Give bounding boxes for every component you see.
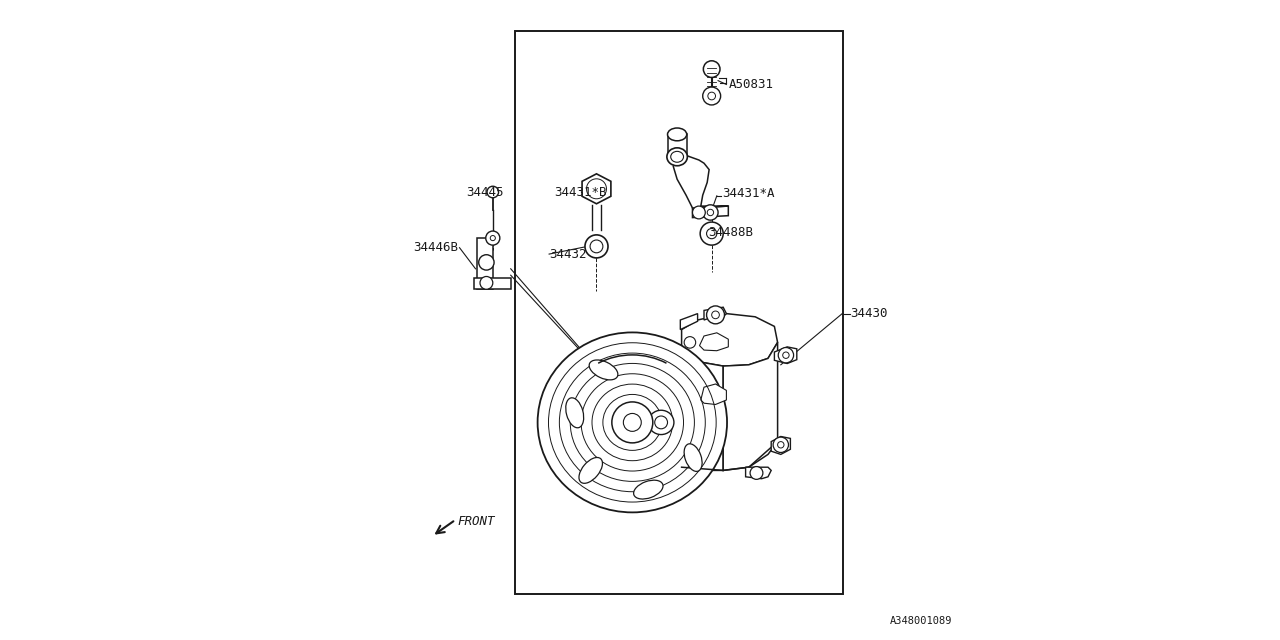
Polygon shape bbox=[723, 342, 777, 470]
Polygon shape bbox=[681, 352, 723, 470]
Circle shape bbox=[590, 240, 603, 253]
Text: 34432: 34432 bbox=[549, 248, 586, 260]
Text: 34431*A: 34431*A bbox=[722, 187, 774, 200]
Text: 34488B: 34488B bbox=[709, 226, 754, 239]
Circle shape bbox=[708, 92, 716, 100]
Circle shape bbox=[480, 276, 493, 289]
Polygon shape bbox=[745, 467, 771, 479]
Polygon shape bbox=[774, 347, 796, 364]
Circle shape bbox=[490, 236, 495, 241]
Polygon shape bbox=[704, 307, 727, 320]
Text: 34446B: 34446B bbox=[412, 241, 458, 254]
Circle shape bbox=[778, 348, 794, 363]
Text: A50831: A50831 bbox=[728, 78, 773, 91]
Ellipse shape bbox=[634, 480, 663, 499]
Circle shape bbox=[777, 442, 783, 448]
Ellipse shape bbox=[684, 444, 703, 472]
Ellipse shape bbox=[667, 148, 687, 166]
Circle shape bbox=[486, 231, 500, 245]
Ellipse shape bbox=[671, 152, 684, 163]
Circle shape bbox=[703, 87, 721, 105]
Polygon shape bbox=[681, 314, 777, 366]
Ellipse shape bbox=[668, 128, 687, 141]
Circle shape bbox=[712, 311, 719, 319]
Circle shape bbox=[684, 337, 696, 348]
Polygon shape bbox=[673, 154, 728, 208]
Bar bbox=[474, 278, 511, 289]
Ellipse shape bbox=[589, 360, 618, 380]
Circle shape bbox=[479, 255, 494, 270]
Ellipse shape bbox=[538, 332, 727, 513]
Text: 34431*B: 34431*B bbox=[554, 186, 607, 198]
Polygon shape bbox=[771, 436, 791, 454]
Ellipse shape bbox=[566, 398, 584, 428]
Circle shape bbox=[707, 228, 717, 239]
Polygon shape bbox=[582, 174, 611, 204]
Circle shape bbox=[612, 402, 653, 443]
Text: A348001089: A348001089 bbox=[890, 616, 952, 626]
Circle shape bbox=[782, 352, 788, 358]
Bar bbox=[477, 238, 493, 289]
Circle shape bbox=[707, 209, 714, 216]
Text: 34430: 34430 bbox=[850, 307, 887, 320]
Circle shape bbox=[773, 437, 788, 452]
Circle shape bbox=[655, 416, 668, 429]
Ellipse shape bbox=[649, 410, 673, 435]
Text: 34445: 34445 bbox=[466, 186, 503, 198]
Bar bbox=[516, 31, 844, 594]
Polygon shape bbox=[692, 206, 728, 218]
Polygon shape bbox=[699, 333, 728, 351]
Text: FRONT: FRONT bbox=[457, 515, 494, 528]
Circle shape bbox=[707, 306, 724, 324]
Circle shape bbox=[700, 222, 723, 245]
Circle shape bbox=[623, 413, 641, 431]
Ellipse shape bbox=[579, 458, 603, 483]
Polygon shape bbox=[681, 314, 698, 330]
Circle shape bbox=[486, 186, 499, 198]
Circle shape bbox=[585, 235, 608, 258]
Circle shape bbox=[703, 205, 718, 220]
Circle shape bbox=[586, 179, 607, 199]
Circle shape bbox=[692, 206, 705, 219]
Polygon shape bbox=[701, 384, 727, 404]
Circle shape bbox=[704, 61, 721, 77]
Circle shape bbox=[750, 467, 763, 479]
